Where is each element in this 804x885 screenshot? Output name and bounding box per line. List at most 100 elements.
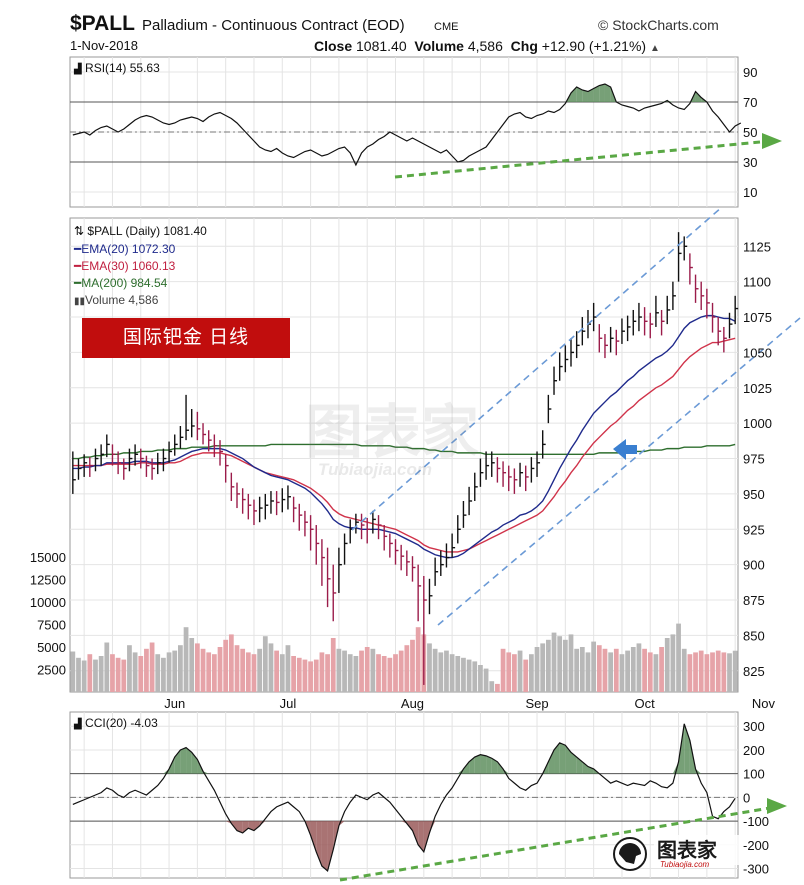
volume-bar: [478, 665, 483, 692]
volume-bar: [115, 657, 121, 692]
volume-bar: [698, 650, 704, 692]
volume-bar: [596, 645, 602, 692]
price-tick-label: 1050: [743, 345, 772, 360]
cci-panel: [70, 723, 738, 872]
cci-overbought-fill: [554, 742, 560, 774]
volume-legend: ▮▮Volume 4,586: [74, 293, 159, 307]
cci-tick-label: -100: [743, 814, 769, 829]
volume-bar: [585, 652, 591, 692]
volume-bar: [285, 645, 291, 692]
brand-logo: [613, 835, 742, 871]
volume-bar: [161, 657, 166, 692]
volume-bar: [87, 654, 93, 692]
volume-tick-label: 12500: [30, 573, 66, 588]
volume-bar: [381, 656, 387, 692]
cci-tick-label: 100: [743, 767, 765, 782]
volume-bar: [291, 656, 296, 692]
volume-bar: [630, 647, 636, 692]
volume-bar: [449, 654, 455, 692]
volume-bar: [336, 648, 342, 692]
annotation-lines: [339, 133, 801, 882]
x-month-label: Nov: [752, 696, 776, 711]
volume-bar: [608, 652, 614, 692]
cci-overbought-fill: [486, 755, 492, 774]
cci-oversold-fill: [253, 821, 260, 831]
cci-tick-label: 200: [743, 743, 765, 758]
close-label: Close: [314, 38, 353, 54]
volume-bar: [183, 627, 189, 692]
cci-tick-label: 0: [743, 790, 750, 805]
ema20-legend: ━EMA(20) 1072.30: [74, 242, 176, 256]
cci-overbought-fill: [571, 752, 577, 774]
price-tick-label: 1125: [743, 239, 771, 254]
cci-line: [72, 723, 736, 872]
volume-bar: [534, 647, 540, 692]
volume-bar: [528, 654, 534, 692]
volume-bar: [206, 652, 212, 692]
volume-bar: [687, 654, 693, 692]
volume-tick-label: 2500: [37, 663, 66, 678]
volume-bar: [313, 659, 319, 692]
axis-ticks: 1030507090825850875900925950975100010251…: [30, 65, 776, 877]
cci-overbought-fill: [463, 761, 470, 774]
volume-bar: [664, 638, 670, 692]
volume-bar: [512, 654, 517, 692]
volume-bar: [721, 652, 727, 692]
cci-overbought-fill: [672, 761, 679, 774]
volume-bar: [370, 648, 376, 692]
volume-bar: [495, 683, 500, 692]
channel-upper-line: [351, 206, 723, 531]
volume-bar: [653, 654, 659, 692]
volume-bar: [523, 659, 529, 692]
up-down-arrows-icon: ⇅: [74, 224, 85, 238]
volume-bar: [613, 648, 619, 692]
volume-bar: [636, 643, 642, 692]
volume-bar: [228, 634, 234, 692]
volume-bar: [359, 650, 364, 692]
symbol-title: $PALL: [70, 12, 135, 35]
volume-bar: [364, 647, 370, 692]
volume-bar: [347, 654, 353, 692]
volume-bars: [70, 623, 738, 692]
line-dash-icon: ━: [74, 242, 82, 256]
chg-value: +12.90 (+1.21%): [541, 38, 647, 54]
volume-bar: [557, 636, 563, 692]
rsi-overbought-fill: [599, 84, 605, 102]
volume-bar: [217, 647, 223, 692]
volume-bar: [110, 654, 115, 692]
volume-bar: [602, 648, 608, 692]
volume-bar: [70, 651, 76, 692]
cci-overbought-fill: [163, 768, 170, 774]
price-tick-label: 1100: [743, 275, 771, 290]
price-tick-label: 950: [743, 487, 765, 502]
watermark-sub: Tubiaojia.com: [318, 460, 432, 479]
cci-overbought-fill: [457, 768, 464, 774]
volume-bar: [410, 639, 415, 692]
volume-bar: [262, 636, 268, 692]
cci-overbought-fill: [565, 745, 571, 774]
price-tick-label: 975: [743, 452, 765, 467]
x-month-label: Oct: [634, 696, 655, 711]
price-tick-label: 900: [743, 558, 765, 573]
volume-bar: [732, 650, 738, 692]
price-tick-label: 925: [743, 522, 765, 537]
rsi-overbought-fill: [604, 84, 611, 102]
volume-bar: [432, 648, 438, 692]
cci-oversold-fill: [321, 821, 328, 871]
quote-line: Close 1081.40 Volume 4,586 Chg +12.90 (+…: [314, 38, 660, 54]
rsi-overbought-fill: [587, 88, 594, 102]
volume-bar: [506, 652, 512, 692]
watermark: 图表家: [305, 400, 480, 465]
volume-bar: [223, 639, 229, 692]
cci-trend-arrow: [767, 798, 787, 814]
volume-bar: [127, 645, 132, 692]
symbol-description: Palladium - Continuous Contract (EOD): [142, 17, 405, 34]
volume-bar: [659, 647, 664, 692]
volume-bar: [466, 659, 472, 692]
rsi-tick-label: 10: [743, 185, 757, 200]
volume-bar: [251, 654, 257, 692]
cci-overbought-fill: [587, 766, 594, 774]
cci-legend: ▟ CCI(20) -4.03: [74, 716, 158, 730]
rsi-tick-label: 30: [743, 155, 757, 170]
cci-oversold-fill: [310, 821, 317, 852]
